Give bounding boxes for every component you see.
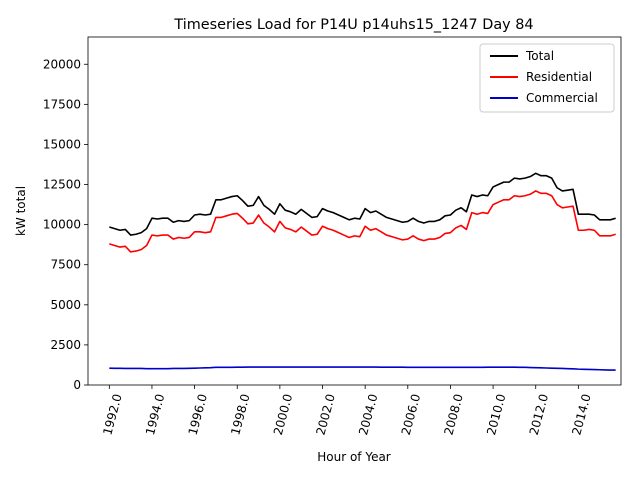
- y-tick-label: 10000: [43, 218, 81, 232]
- y-tick-label: 5000: [50, 298, 81, 312]
- y-axis-label: kW total: [14, 186, 28, 236]
- legend-label-total: Total: [525, 49, 554, 63]
- y-tick-label: 17500: [43, 97, 81, 111]
- series-line-residential: [109, 190, 616, 253]
- legend-label-residential: Residential: [526, 70, 592, 84]
- legend: Total Residential Commercial: [479, 43, 615, 113]
- y-tick-label: 2500: [50, 338, 81, 352]
- y-tick-label: 0: [73, 378, 81, 392]
- legend-box: [479, 43, 615, 113]
- x-axis-label: Hour of Year: [317, 450, 391, 464]
- plot-frame: [87, 36, 622, 386]
- y-axis: 0 2500 5000 7500 10000 12500 15000 17500 20000: [43, 57, 88, 392]
- legend-label-commercial: Commercial: [526, 91, 598, 105]
- y-tick-label: 7500: [50, 258, 81, 272]
- y-tick-label: 15000: [43, 137, 81, 151]
- series-line-commercial: [109, 366, 616, 371]
- y-tick-label: 12500: [43, 178, 81, 192]
- series-layer: [109, 172, 616, 371]
- series-line-total: [109, 172, 616, 236]
- y-tick-label: 20000: [43, 57, 81, 71]
- chart-title: Timeseries Load for P14U p14uhs15_1247 D…: [173, 17, 533, 33]
